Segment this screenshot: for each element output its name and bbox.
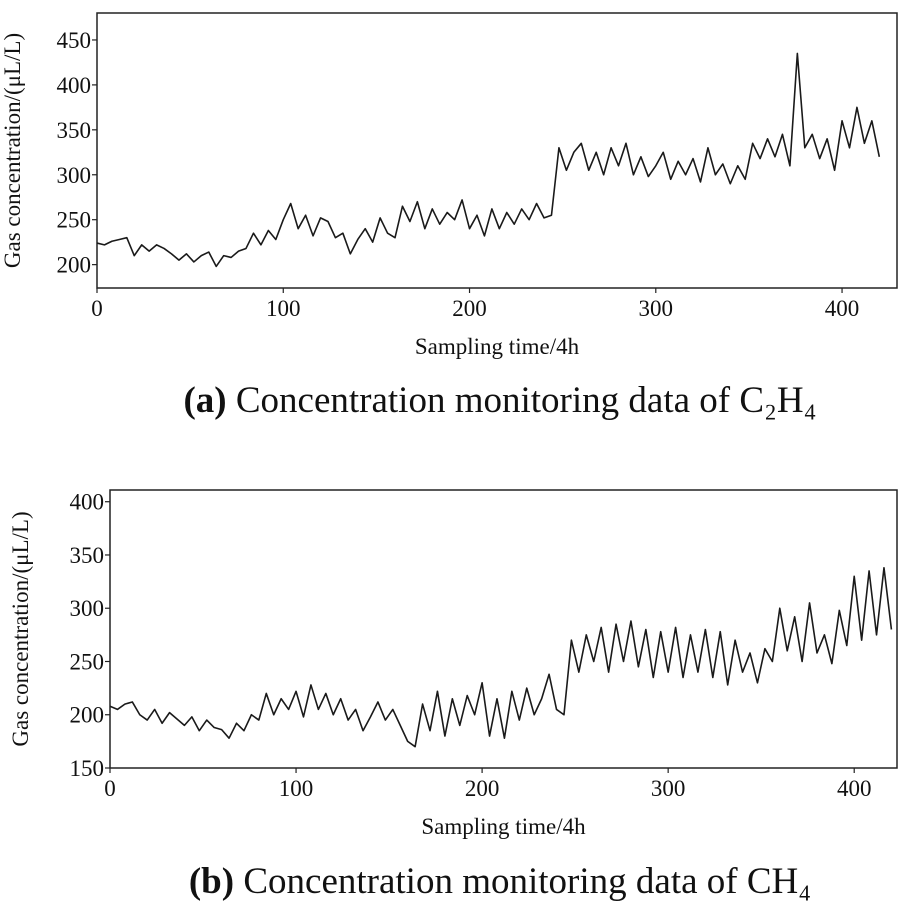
data-line bbox=[96, 52, 881, 268]
data-line bbox=[109, 566, 893, 748]
x-tick-label: 400 bbox=[837, 776, 872, 801]
y-tick-label: 250 bbox=[70, 649, 105, 674]
x-tick-label: 200 bbox=[452, 296, 487, 321]
x-tick-label: 200 bbox=[465, 776, 500, 801]
x-axis-label: Sampling time/4h bbox=[415, 334, 580, 359]
x-tick-label: 300 bbox=[639, 296, 674, 321]
plot-frame bbox=[109, 489, 898, 769]
x-tick-label: 100 bbox=[279, 776, 314, 801]
y-tick-label: 150 bbox=[70, 756, 105, 781]
y-axis-label: Gas concentration/(μL/L) bbox=[8, 511, 33, 746]
y-tick-label: 200 bbox=[57, 253, 92, 278]
y-tick-label: 300 bbox=[70, 596, 105, 621]
y-axis-label: Gas concentration/(μL/L) bbox=[0, 33, 25, 268]
y-tick-label: 200 bbox=[70, 703, 105, 728]
caption-title: Concentration monitoring data of CH₄ bbox=[243, 861, 811, 902]
y-tick-label: 300 bbox=[57, 163, 92, 188]
panel-label: (a) bbox=[183, 380, 226, 421]
y-tick-label: 250 bbox=[57, 208, 92, 233]
panel-label: (b) bbox=[189, 861, 234, 902]
y-tick-label: 350 bbox=[70, 543, 105, 568]
y-tick-label: 400 bbox=[70, 490, 105, 515]
x-tick-label: 300 bbox=[651, 776, 686, 801]
x-tick-label: 400 bbox=[825, 296, 860, 321]
y-tick-label: 450 bbox=[57, 28, 92, 53]
caption-space bbox=[227, 380, 236, 421]
x-tick-label: 0 bbox=[104, 776, 116, 801]
y-tick-label: 400 bbox=[57, 73, 92, 98]
plot-frame bbox=[96, 12, 898, 289]
caption: (a) Concentration monitoring data of C₂H… bbox=[183, 380, 816, 421]
x-tick-label: 100 bbox=[266, 296, 301, 321]
caption-space bbox=[234, 861, 243, 902]
caption-title: Concentration monitoring data of C₂H₄ bbox=[236, 380, 817, 421]
x-tick-label: 0 bbox=[91, 296, 103, 321]
y-tick-label: 350 bbox=[57, 118, 92, 143]
caption: (b) Concentration monitoring data of CH₄ bbox=[189, 861, 811, 902]
x-axis-label: Sampling time/4h bbox=[421, 814, 586, 839]
